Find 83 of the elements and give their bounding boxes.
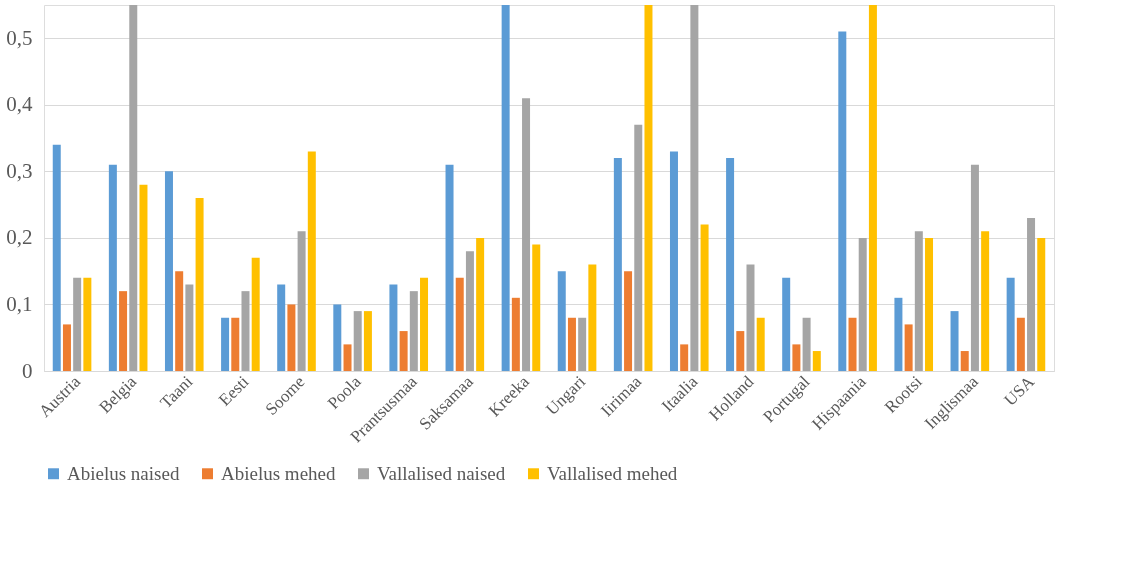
bar (812, 351, 821, 371)
bar (669, 151, 678, 371)
bar (73, 277, 82, 371)
bar (802, 317, 811, 371)
y-tick-label: 0,2 (6, 225, 33, 250)
bar (726, 158, 735, 371)
bar (925, 237, 934, 371)
bar (588, 264, 597, 371)
bar (894, 297, 903, 371)
bar (848, 317, 857, 371)
bar (389, 284, 398, 371)
bar (1006, 277, 1015, 371)
bar (465, 251, 474, 371)
bar (129, 5, 138, 371)
bar (455, 277, 464, 371)
bar (511, 297, 520, 371)
bar (792, 344, 801, 371)
bar (613, 158, 622, 371)
bar (363, 311, 372, 371)
y-tick-label: 0,4 (6, 92, 33, 117)
bar (578, 317, 587, 371)
y-tick-label: 0,3 (6, 158, 33, 183)
bar (231, 317, 240, 371)
bar (175, 271, 184, 371)
bar (522, 98, 531, 371)
legend-label: Abielus naised (67, 462, 180, 484)
bar (221, 317, 230, 371)
bar (476, 237, 485, 371)
bar (567, 317, 576, 371)
bar (139, 184, 148, 371)
bar (782, 277, 791, 371)
bar (858, 237, 867, 371)
bar (52, 144, 61, 371)
legend-label: Vallalised naised (377, 462, 506, 484)
bar (445, 164, 454, 371)
bar (277, 284, 286, 371)
bar (950, 311, 959, 371)
bar (914, 231, 923, 371)
bar (164, 171, 173, 371)
y-tick-label: 0,5 (6, 25, 33, 50)
bar (353, 311, 362, 371)
bar (83, 277, 92, 371)
y-tick-label: 0,1 (6, 291, 33, 316)
bar (241, 291, 250, 371)
bar (501, 5, 510, 371)
bar (307, 151, 316, 371)
bar (1016, 317, 1025, 371)
bar (970, 164, 979, 371)
bar (981, 231, 990, 371)
bar (868, 5, 877, 371)
bar (634, 124, 643, 371)
bar (680, 344, 689, 371)
bar (399, 331, 408, 371)
bar (297, 231, 306, 371)
bar (532, 244, 541, 371)
bar (746, 264, 755, 371)
bar (251, 257, 260, 371)
bar (904, 324, 913, 371)
bar (62, 324, 71, 371)
bar (108, 164, 117, 371)
legend-label: Abielus mehed (221, 462, 336, 484)
legend-label: Vallalised mehed (547, 462, 678, 484)
bar (700, 224, 709, 371)
bar (333, 304, 342, 371)
bar (195, 197, 204, 371)
bar (736, 331, 745, 371)
bar (409, 291, 418, 371)
x-tick-label: USA (1000, 371, 1039, 410)
bar (838, 31, 847, 371)
bar (624, 271, 633, 371)
y-tick-label: 0 (22, 358, 33, 383)
bar (690, 5, 699, 371)
bar (557, 271, 566, 371)
bar (1037, 237, 1046, 371)
bar (644, 5, 653, 371)
bar (119, 291, 128, 371)
bar (1027, 217, 1036, 371)
bar (343, 344, 352, 371)
bar (185, 284, 194, 371)
bar (960, 351, 969, 371)
bar (756, 317, 765, 371)
bar (420, 277, 429, 371)
bar (287, 304, 296, 371)
